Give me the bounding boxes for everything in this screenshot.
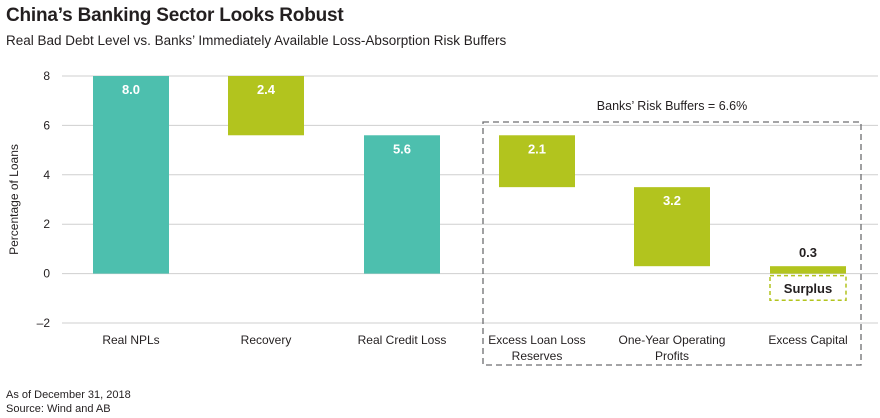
bar	[228, 76, 304, 136]
surplus-label: Surplus	[784, 281, 832, 296]
x-category-label: Profits	[655, 349, 689, 363]
surplus-box	[769, 274, 847, 302]
chart-title: China’s Banking Sector Looks Robust	[6, 5, 344, 26]
bar	[93, 76, 169, 274]
bar-value-label: 3.2	[663, 193, 681, 208]
x-category-label: Excess Loan Loss	[488, 333, 585, 347]
y-tick-label: 6	[43, 118, 50, 132]
x-category-label: Recovery	[241, 333, 292, 347]
y-tick-label: 0	[43, 267, 50, 281]
chart-subtitle: Real Bad Debt Level vs. Banks’ Immediate…	[6, 33, 507, 48]
bar-value-label: 0.3	[799, 245, 817, 260]
bar-value-label: 8.0	[122, 82, 140, 97]
x-category-label: One-Year Operating	[619, 333, 726, 347]
risk-buffers-annotation: Banks’ Risk Buffers = 6.6%	[597, 99, 747, 113]
y-tick-label: 2	[43, 217, 50, 231]
bar-value-label: 2.4	[257, 82, 276, 97]
bar-value-label: 5.6	[393, 141, 411, 156]
x-category-label: Reserves	[512, 349, 563, 363]
bar	[364, 135, 440, 274]
y-axis-title: Percentage of Loans	[7, 144, 21, 255]
bar	[499, 135, 575, 188]
x-category-label: Excess Capital	[768, 333, 847, 347]
bar-value-label: 2.1	[528, 141, 546, 156]
x-category-label: Real Credit Loss	[358, 333, 447, 347]
risk-buffers-bracket	[482, 121, 862, 366]
y-tick-label: 4	[43, 168, 50, 182]
x-category-label: Real NPLs	[102, 333, 159, 347]
as-of-note: As of December 31, 2018	[6, 389, 131, 401]
bar	[770, 266, 846, 274]
source-note: Source: Wind and AB	[6, 403, 111, 415]
y-tick-label: –2	[37, 316, 51, 330]
bar	[634, 187, 710, 267]
y-tick-label: 8	[43, 69, 50, 83]
